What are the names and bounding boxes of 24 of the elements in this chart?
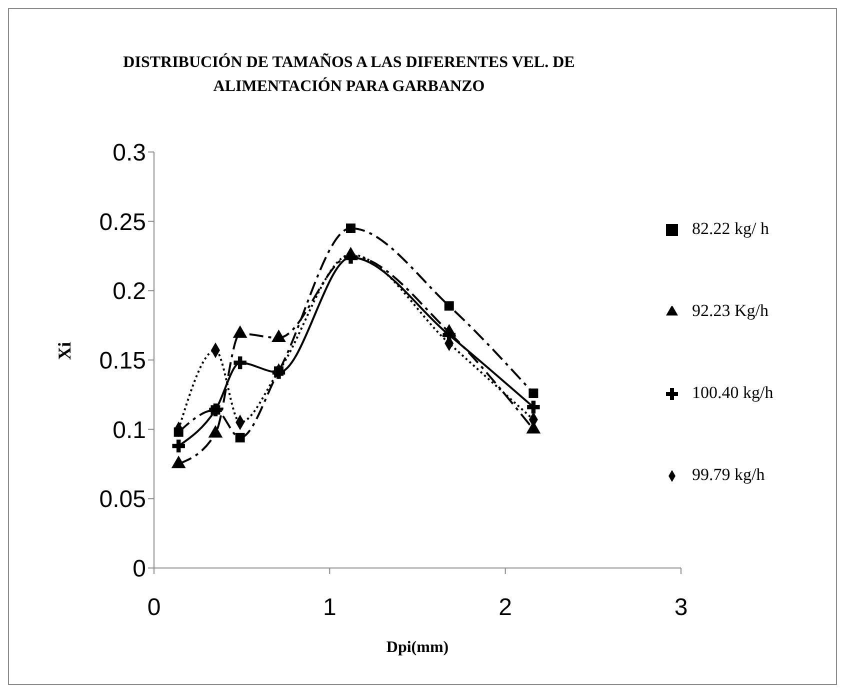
point bbox=[444, 301, 454, 311]
y-axis-title: Xi bbox=[54, 342, 74, 360]
point bbox=[172, 440, 185, 452]
x-tick-label: 2 bbox=[498, 594, 512, 622]
legend-label: 82.22 kg/ h bbox=[692, 219, 769, 238]
point bbox=[528, 388, 538, 398]
point bbox=[346, 224, 356, 234]
legend-label: 99.79 kg/h bbox=[692, 465, 765, 484]
y-tick-label: 0.1 bbox=[112, 416, 146, 444]
y-tick-label: 0 bbox=[132, 556, 146, 583]
point bbox=[234, 356, 246, 370]
chart-title: DISTRIBUCIÓN DE TAMAÑOS A LAS DIFERENTES VEL. DE ALIMENTACIÓN PARA GARBANZO bbox=[122, 52, 576, 97]
y-tick-label: 0.15 bbox=[99, 348, 146, 375]
legend-label: 100.40 kg/h bbox=[692, 383, 774, 402]
y-tick-label: 0.25 bbox=[99, 208, 146, 236]
point bbox=[235, 432, 245, 442]
x-tick-label: 3 bbox=[674, 594, 688, 622]
y-tick-label: 0.3 bbox=[112, 140, 146, 167]
legend-label: 92.23 Kg/h bbox=[692, 301, 768, 320]
x-tick-label: 1 bbox=[322, 594, 336, 622]
x-axis-title: Dpi(mm) bbox=[386, 639, 449, 656]
point bbox=[527, 400, 540, 414]
y-tick-label: 0.05 bbox=[99, 486, 146, 514]
y-tick-label: 0.2 bbox=[112, 278, 146, 306]
